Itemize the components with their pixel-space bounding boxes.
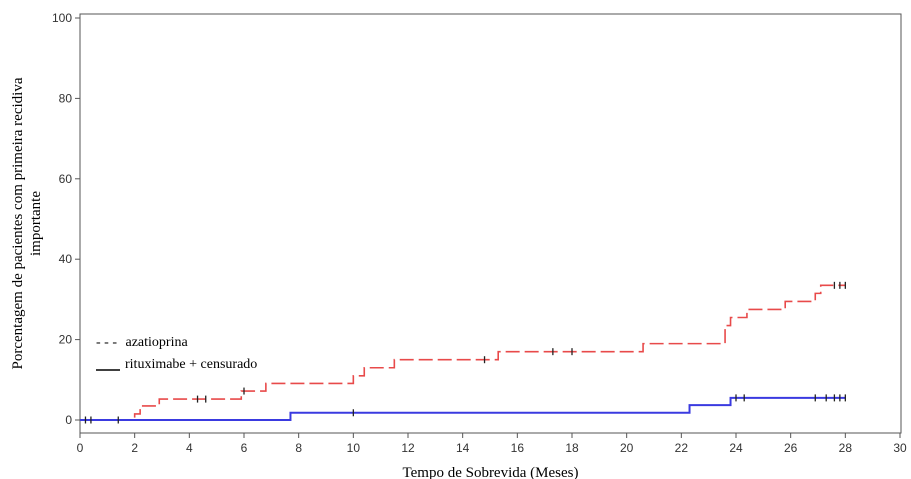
x-axis-label: Tempo de Sobrevida (Meses) [403,465,579,479]
legend-item-azatioprina: - - - azatioprina [96,335,188,350]
y-tick-label: 40 [59,252,73,266]
series-line-azatioprina [80,284,846,421]
y-tick-label: 60 [59,172,73,186]
legend-label-rituximabe: rituximabe + censurado [125,357,257,372]
x-tick-label: 18 [565,441,579,455]
x-tick-label: 16 [511,441,525,455]
x-tick-label: 6 [241,441,248,455]
x-tick-label: 20 [620,441,634,455]
x-tick-label: 4 [186,441,193,455]
legend-label-azatioprina: azatioprina [126,335,189,350]
x-tick-label: 22 [675,441,689,455]
x-tick-label: 12 [401,441,415,455]
y-axis-label-line1: Porcentagem de pacientes com primeira re… [10,77,26,369]
x-tick-label: 26 [784,441,798,455]
x-tick-label: 30 [893,441,907,455]
x-tick-label: 0 [77,441,84,455]
x-tick-label: 24 [729,441,743,455]
x-tick-label: 14 [456,441,470,455]
x-tick-label: 28 [839,441,853,455]
y-tick-label: 80 [59,91,73,105]
y-tick-label: 20 [59,333,73,347]
series-layer [80,281,846,424]
plot-frame [79,13,902,434]
x-tick-label: 8 [295,441,302,455]
y-tick-label: 100 [52,11,72,25]
y-axis-label-line2: importante [28,191,44,256]
series-line-rituximabe [80,396,846,421]
x-tick-label: 2 [131,441,138,455]
legend-symbol-dashed: - - - [96,335,117,350]
y-tick-label: 0 [65,413,72,427]
x-tick-label: 10 [347,441,361,455]
legend: - - - azatioprina rituximabe + censurado [96,335,257,372]
